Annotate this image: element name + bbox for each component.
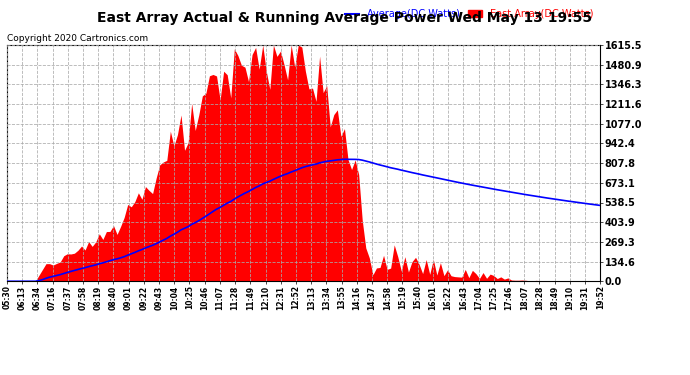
Legend: Average(DC Watts), East Array(DC Watts): Average(DC Watts), East Array(DC Watts)	[343, 8, 595, 21]
Text: East Array Actual & Running Average Power Wed May 13 19:55: East Array Actual & Running Average Powe…	[97, 11, 593, 25]
Text: Copyright 2020 Cartronics.com: Copyright 2020 Cartronics.com	[7, 34, 148, 43]
